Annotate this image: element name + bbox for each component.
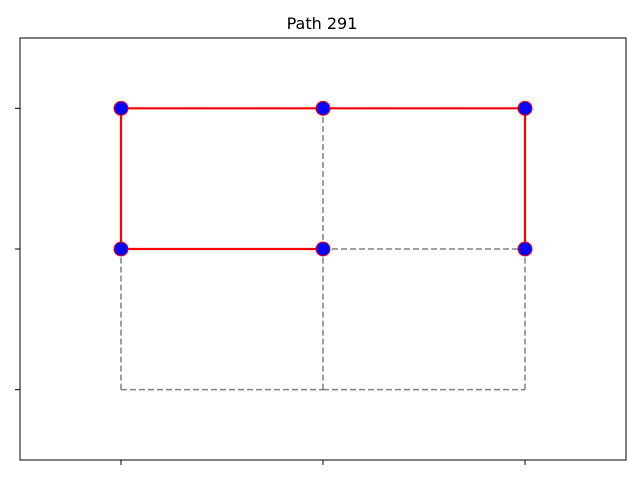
axis-ticks bbox=[15, 107, 526, 465]
path-node bbox=[315, 100, 331, 116]
path-node bbox=[517, 100, 533, 116]
path-node bbox=[113, 100, 129, 116]
path-node bbox=[517, 241, 533, 257]
chart-title: Path 291 bbox=[287, 14, 358, 33]
path-node bbox=[113, 241, 129, 257]
path-edges bbox=[119, 107, 527, 251]
path-nodes bbox=[113, 100, 533, 257]
path-node bbox=[315, 241, 331, 257]
